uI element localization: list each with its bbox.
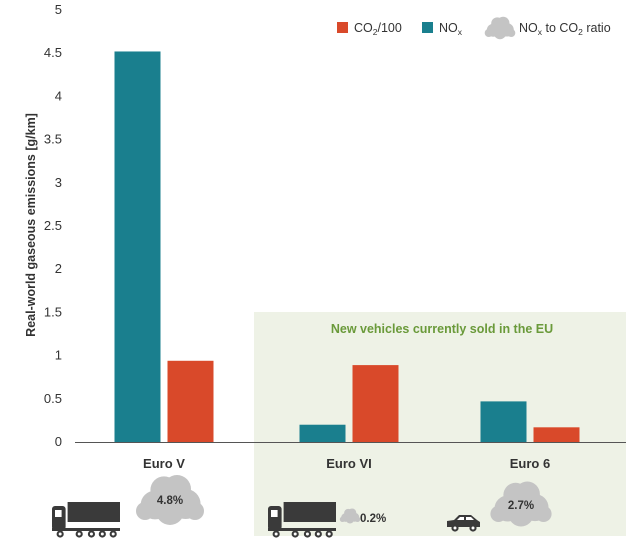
legend-ratio-label: NOx to CO2 ratio <box>519 21 611 37</box>
new-vehicles-panel-label: New vehicles currently sold in the EU <box>331 322 553 336</box>
cloud-icon <box>490 481 552 527</box>
co2-bar-euro-6 <box>533 427 580 442</box>
cloud-icon <box>339 508 361 524</box>
category-labels: Euro V Euro VI Euro 6 <box>143 456 550 471</box>
co2-bar-euro-vi <box>352 365 399 442</box>
cloud-icon <box>484 16 516 40</box>
cloud-icon <box>136 475 204 525</box>
y-tick-label: 2 <box>55 261 62 276</box>
ratio-label: 4.8% <box>157 495 183 507</box>
nox-bar-euro-vi <box>299 424 346 442</box>
new-vehicles-panel <box>254 312 626 536</box>
legend-nox-swatch <box>422 22 433 33</box>
category-label: Euro V <box>143 456 185 471</box>
y-axis-ticks: 0 0.5 1 1.5 2 2.5 3 3.5 4 4.5 5 <box>44 2 62 449</box>
ratio-label: 2.7% <box>508 500 534 512</box>
truck-icon <box>268 502 336 538</box>
legend-nox-label: NOx <box>439 21 463 37</box>
legend: CO2/100 NOx NOx to CO2 ratio <box>337 16 611 40</box>
truck-icon <box>52 502 120 538</box>
y-tick-label: 1.5 <box>44 304 62 319</box>
y-tick-label: 0 <box>55 434 62 449</box>
vehicle-ratio-row: 4.8% 0.2% 2.7% <box>52 475 552 538</box>
y-tick-label: 5 <box>55 2 62 17</box>
y-tick-label: 2.5 <box>44 218 62 233</box>
ratio-label: 0.2% <box>360 513 386 525</box>
y-tick-label: 3 <box>55 175 62 190</box>
category-label: Euro 6 <box>510 456 550 471</box>
y-tick-label: 0.5 <box>44 391 62 406</box>
legend-co2-swatch <box>337 22 348 33</box>
y-tick-label: 1 <box>55 348 62 363</box>
car-icon <box>447 515 480 532</box>
category-label: Euro VI <box>326 456 372 471</box>
nox-bar-euro-6 <box>480 401 527 442</box>
y-axis-label: Real-world gaseous emissions [g/km] <box>24 113 38 337</box>
y-tick-label: 4.5 <box>44 45 62 60</box>
nox-bar-euro-v <box>114 51 161 443</box>
bars <box>114 51 580 443</box>
legend-cloud-icon <box>484 16 516 40</box>
y-tick-label: 4 <box>55 88 62 103</box>
legend-co2-label: CO2/100 <box>354 21 402 37</box>
co2-bar-euro-v <box>167 360 214 442</box>
y-tick-label: 3.5 <box>44 132 62 147</box>
